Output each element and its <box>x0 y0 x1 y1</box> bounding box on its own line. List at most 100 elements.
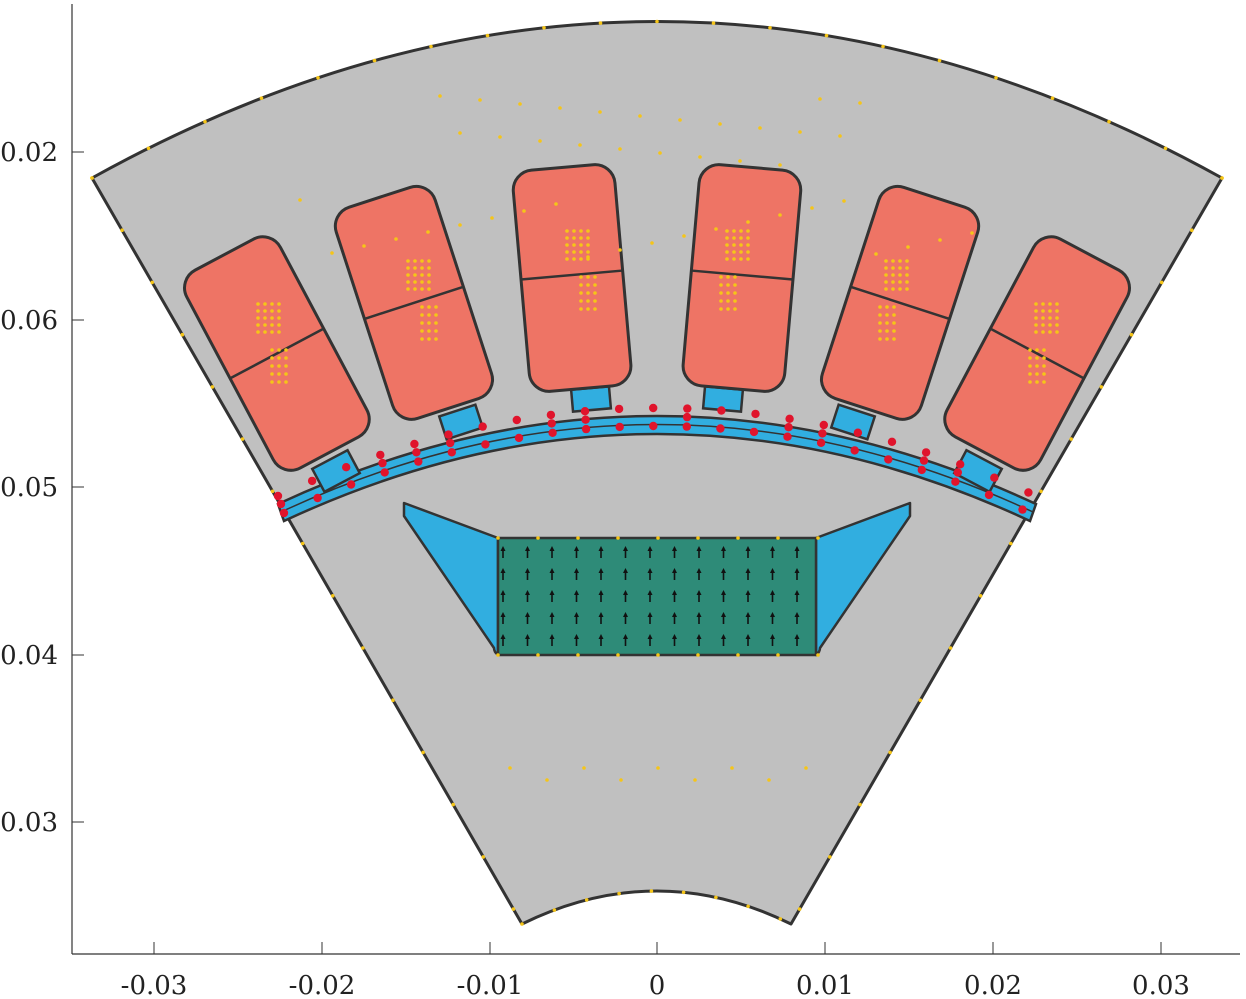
coil-divider <box>364 285 464 321</box>
magnet-arrow-head <box>574 568 579 573</box>
mesh-node <box>714 895 718 900</box>
mesh-node <box>256 302 260 306</box>
mesh-node <box>427 321 431 325</box>
mesh-node <box>598 21 603 25</box>
mesh-node <box>725 236 729 240</box>
mesh-node <box>693 778 697 782</box>
mesh-node <box>579 291 583 295</box>
mesh-node <box>545 778 549 782</box>
mesh-node <box>429 44 433 49</box>
mesh-node <box>718 122 722 126</box>
magnet-arrow-head <box>549 546 555 551</box>
x-tick-label: 0.02 <box>964 971 1022 999</box>
mesh-node <box>284 348 288 352</box>
magnet-arrow-head <box>549 634 555 639</box>
coil-divider <box>989 327 1085 380</box>
magnet-arrow-head <box>745 568 751 573</box>
mesh-node <box>739 250 743 254</box>
mesh-node <box>678 118 682 122</box>
mesh-node <box>1035 380 1039 384</box>
mesh-node <box>768 26 772 30</box>
contact-node <box>853 428 863 437</box>
mesh-node <box>746 220 750 224</box>
magnet-arrow-head <box>574 634 579 639</box>
mesh-node <box>618 147 622 151</box>
mesh-node <box>586 243 590 247</box>
mesh-node <box>1034 323 1038 327</box>
magnet-arrow-head <box>549 590 555 595</box>
mesh-node <box>536 653 540 657</box>
contact-node <box>614 404 624 414</box>
mesh-node <box>511 907 516 911</box>
magnet-arrow-head <box>721 612 726 617</box>
mesh-node <box>719 291 723 295</box>
magnet-arrow-head <box>598 612 604 617</box>
mesh-node <box>406 273 410 277</box>
mesh-node <box>1220 176 1224 180</box>
mesh-node <box>558 106 562 110</box>
contact-node <box>581 424 591 434</box>
mesh-node <box>1034 309 1038 313</box>
magnet-arrow-head <box>721 590 726 595</box>
mesh-node <box>746 257 750 261</box>
mesh-node <box>736 653 740 657</box>
mesh-node <box>277 309 281 313</box>
magnet-arrow-head <box>623 634 628 639</box>
contact-node <box>682 422 691 431</box>
mesh-node <box>649 889 654 893</box>
mesh-node <box>1163 146 1168 151</box>
mesh-node <box>406 280 410 284</box>
mesh-node <box>898 266 902 270</box>
magnet-arrow-head <box>696 634 702 639</box>
mesh-node <box>810 206 814 210</box>
mesh-node <box>420 287 424 291</box>
magnet-arrow-head <box>525 546 530 551</box>
mesh-node <box>838 134 842 138</box>
mesh-node <box>427 259 431 263</box>
mesh-node <box>884 259 888 263</box>
mesh-node <box>726 283 730 287</box>
mesh-node <box>732 250 736 254</box>
mesh-node <box>1034 302 1038 306</box>
coil-slot-6 <box>943 235 1131 472</box>
x-tick-label: -0.03 <box>121 971 188 999</box>
mesh-node <box>210 385 215 389</box>
magnet-arrow-head <box>647 634 653 639</box>
mesh-node <box>579 307 583 311</box>
mesh-node <box>725 243 729 247</box>
mesh-node <box>270 372 274 376</box>
y-tick-label: 0.06 <box>0 306 58 336</box>
mesh-node <box>413 280 417 284</box>
contact-node <box>649 403 658 413</box>
mesh-node <box>552 908 557 912</box>
mesh-node <box>284 364 288 368</box>
mesh-node <box>711 21 716 25</box>
mesh-node <box>885 321 889 325</box>
mesh-node <box>406 259 410 263</box>
magnet-arrow-head <box>672 546 677 551</box>
mesh-node <box>427 287 431 291</box>
mesh-node <box>586 250 590 254</box>
contact-node <box>380 468 389 477</box>
mesh-node <box>618 248 622 252</box>
mesh-node <box>593 283 597 287</box>
magnet-arrow-head <box>672 634 677 639</box>
mesh-node <box>270 489 275 494</box>
mesh-node <box>891 287 895 291</box>
mesh-node <box>719 299 723 303</box>
mesh-node <box>1042 348 1046 352</box>
mesh-node <box>891 259 895 263</box>
mesh-node <box>420 337 424 341</box>
mesh-node <box>579 250 583 254</box>
magnet-arrow-head <box>647 546 653 551</box>
mesh-node <box>420 280 424 284</box>
contact-node <box>919 456 929 465</box>
mesh-node <box>485 33 490 38</box>
magnet-arrow-head <box>696 546 702 551</box>
mesh-node <box>565 250 569 254</box>
mesh-node <box>739 236 743 240</box>
magnet-arrow-head <box>696 612 702 617</box>
magnet-arrow-head <box>500 546 506 551</box>
slot-openings <box>310 385 1004 494</box>
mesh-node <box>878 305 882 309</box>
